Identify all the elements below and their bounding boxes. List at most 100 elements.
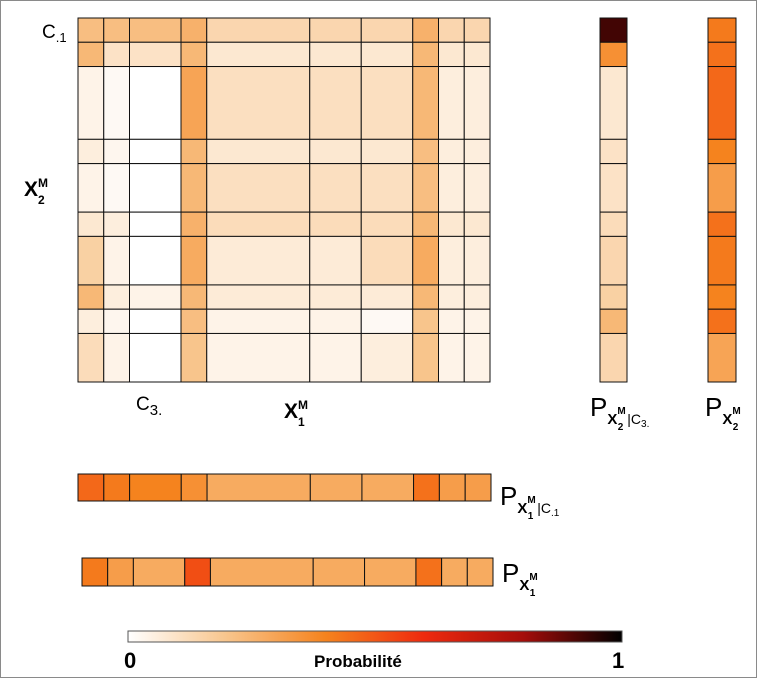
heatmap-cell	[206, 235, 311, 286]
heatmap-cell	[412, 332, 439, 383]
bar-cell-p-x2-given-c3	[599, 138, 628, 165]
label-p-x1: PXM 1	[502, 558, 538, 599]
heatmap-cell	[103, 17, 130, 43]
heatmap-cell	[438, 308, 465, 334]
bar-cell-p-x2-given-c3	[599, 284, 628, 310]
heatmap-cell	[463, 284, 491, 310]
bar-cell-p-x2	[707, 284, 737, 310]
label-p-x2-given-c3: PXM 2|C3.	[590, 392, 649, 433]
bar-cell-p-x2-given-c3	[599, 235, 628, 286]
bar-cell-p-x1-given-c1	[77, 473, 105, 502]
heatmap-cell	[180, 17, 208, 43]
bar-cell-p-x2-given-c3	[599, 163, 628, 213]
label-x2: XM 2	[24, 176, 48, 207]
bar-cell-p-x2-given-c3	[599, 17, 628, 43]
bar-cell-p-x1-given-c1	[309, 473, 363, 502]
heatmap-cell	[77, 163, 105, 213]
heatmap-cell	[77, 332, 105, 383]
colorbar	[127, 630, 623, 643]
bar-cell-p-x2	[707, 66, 737, 140]
heatmap-cell	[206, 332, 311, 383]
label-p-x1-given-c1: PXM 1|C.1	[500, 481, 560, 522]
bar-cell-p-x1	[107, 557, 134, 587]
bar-cell-p-x1-given-c1	[361, 473, 415, 502]
colorbar-max-label: 1	[612, 648, 624, 673]
heatmap-cell	[103, 138, 130, 165]
heatmap-cell	[129, 332, 182, 383]
heatmap-cell	[360, 66, 414, 140]
heatmap-cell	[438, 41, 465, 68]
heatmap-cell	[206, 138, 311, 165]
bar-cell-p-x2-given-c3	[599, 308, 628, 334]
heatmap-cell	[463, 138, 491, 165]
heatmap-cell	[360, 163, 414, 213]
bar-cell-p-x1-given-c1	[129, 473, 182, 502]
heatmap-cell	[412, 308, 439, 334]
heatmap-cell	[206, 163, 311, 213]
heatmap-cell	[360, 332, 414, 383]
heatmap-cell	[463, 41, 491, 68]
heatmap-cell	[309, 332, 362, 383]
bar-cell-p-x2-given-c3	[599, 332, 628, 383]
bar-cell-p-x2	[707, 211, 737, 237]
heatmap-cell	[463, 17, 491, 43]
heatmap-cell	[129, 308, 182, 334]
heatmap-cell	[103, 66, 130, 140]
heatmap-cell	[412, 41, 439, 68]
bar-cell-p-x1-given-c1	[206, 473, 311, 502]
heatmap-cell	[103, 332, 130, 383]
bar-p-x2	[707, 17, 737, 383]
heatmap-cell	[103, 211, 130, 237]
bar-cell-p-x2	[707, 235, 737, 286]
heatmap-cell	[438, 284, 465, 310]
heatmap-cell	[77, 308, 105, 334]
bar-cell-p-x1	[312, 557, 366, 587]
heatmap-cell	[129, 17, 182, 43]
heatmap-cell	[463, 211, 491, 237]
heatmap-cell	[77, 17, 105, 43]
bar-cell-p-x1	[184, 557, 211, 587]
heatmap-cell	[412, 138, 439, 165]
heatmap-cell	[180, 284, 208, 310]
heatmap-cell	[463, 163, 491, 213]
heatmap-cell	[206, 308, 311, 334]
bar-cell-p-x1	[132, 557, 186, 587]
bar-cell-p-x2-given-c3	[599, 66, 628, 140]
heatmap-cell	[129, 163, 182, 213]
heatmap-cell	[103, 284, 130, 310]
heatmap-cell	[129, 284, 182, 310]
bar-cell-p-x2	[707, 308, 737, 334]
heatmap-cell	[206, 17, 311, 43]
heatmap-cell	[103, 235, 130, 286]
heatmap-cell	[438, 163, 465, 213]
label-p-x2: PXM 2	[705, 392, 741, 433]
bar-cell-p-x2	[707, 41, 737, 68]
heatmap-cell	[360, 284, 414, 310]
heatmap-cell	[129, 41, 182, 68]
heatmap-cell	[180, 41, 208, 68]
bar-p-x1	[81, 557, 494, 587]
heatmap-cell	[463, 66, 491, 140]
heatmap-cell	[309, 138, 362, 165]
bar-cell-p-x1-given-c1	[413, 473, 440, 502]
heatmap-cell	[103, 41, 130, 68]
heatmap-cell	[309, 308, 362, 334]
colorbar-min-label: 0	[124, 648, 136, 673]
heatmap-cell	[77, 41, 105, 68]
heatmap-cell	[77, 138, 105, 165]
heatmap-cell	[309, 235, 362, 286]
heatmap-cell	[129, 211, 182, 237]
heatmap-cell	[309, 17, 362, 43]
bar-cell-p-x1	[466, 557, 494, 587]
label-x1: XM 1	[284, 398, 308, 429]
heatmap-cell	[180, 308, 208, 334]
heatmap-cell	[412, 163, 439, 213]
heatmap-cell	[463, 332, 491, 383]
heatmap-cell	[103, 163, 130, 213]
bar-cell-p-x1-given-c1	[180, 473, 208, 502]
label-c-col: C.1	[42, 22, 67, 45]
heatmap-cell	[180, 211, 208, 237]
heatmap-cell	[412, 66, 439, 140]
heatmap-cell	[309, 284, 362, 310]
bar-cell-p-x1	[209, 557, 314, 587]
